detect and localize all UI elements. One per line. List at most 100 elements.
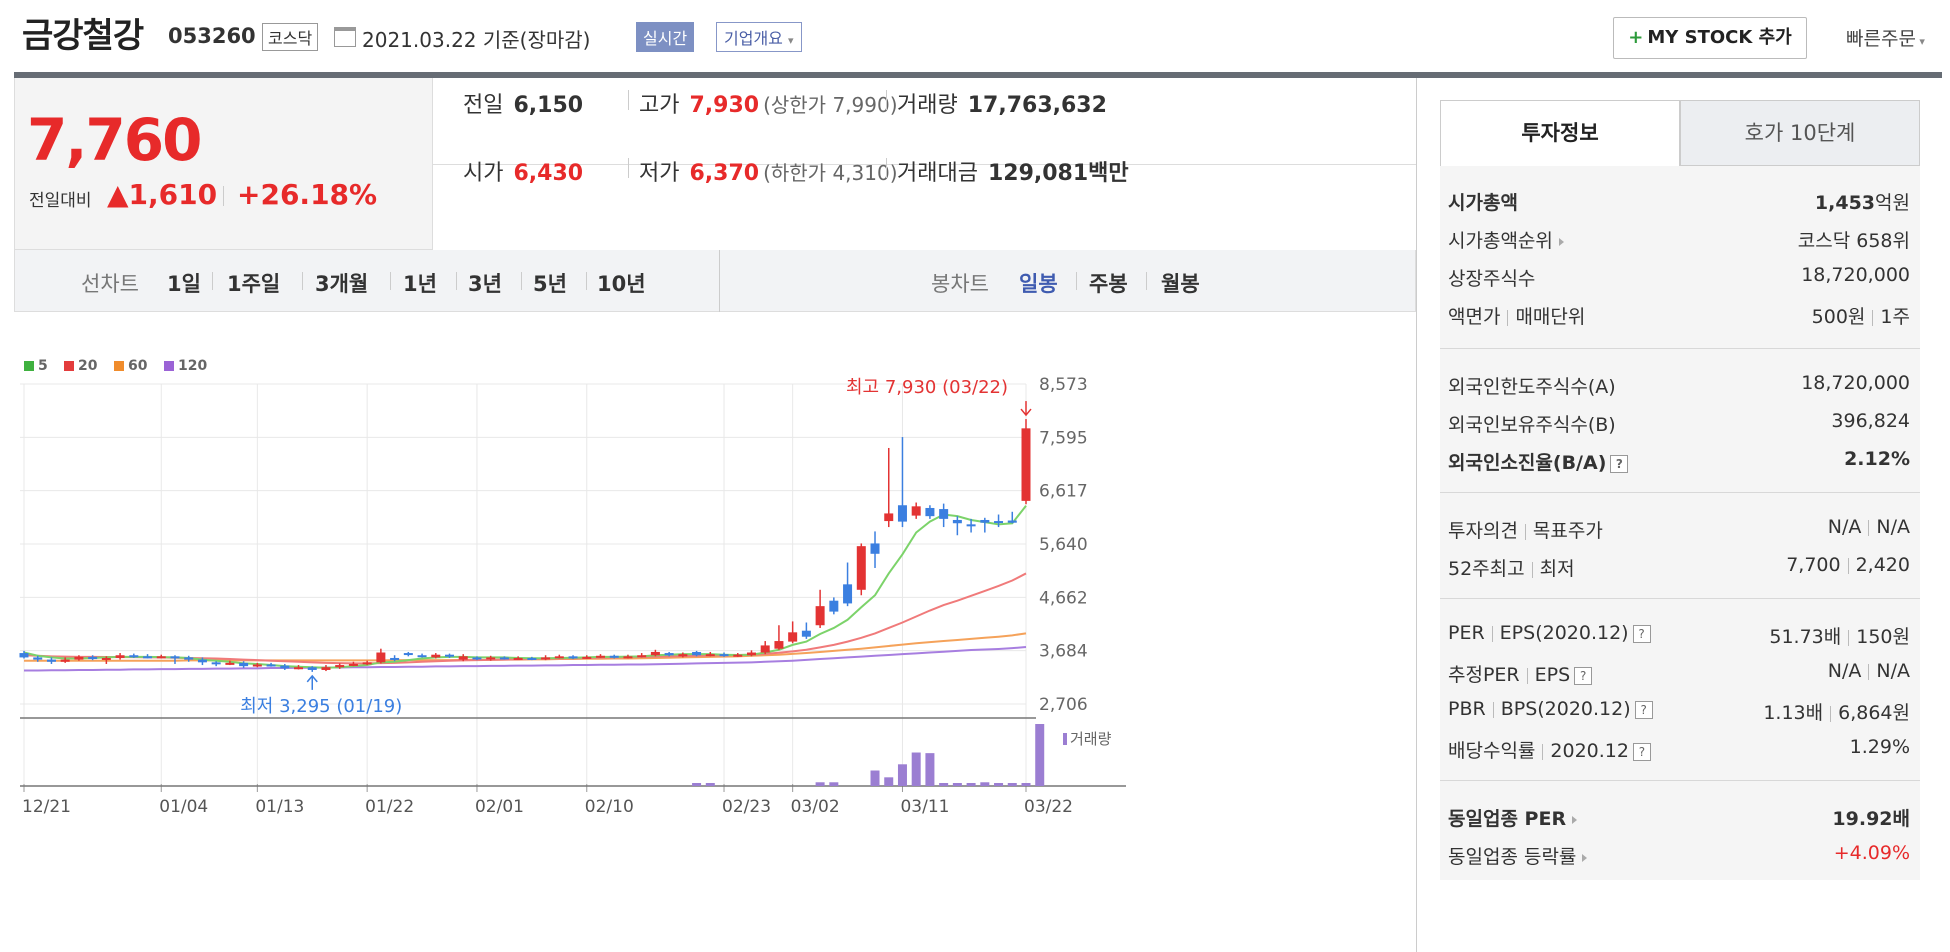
pbr-label: PBR BPS(2020.12)?	[1448, 698, 1653, 720]
market-cap-unit: 억원	[1875, 192, 1910, 214]
candle-body	[211, 662, 221, 665]
volume-bar	[1021, 783, 1031, 786]
candle-weekly[interactable]: 주봉	[1089, 272, 1128, 296]
company-overview-dropdown[interactable]: 기업개요 ▾	[716, 22, 802, 52]
divider	[886, 158, 887, 178]
high-value: 7,930	[689, 93, 760, 118]
foreign-hold-row: 외국인보유주식수(B) 396,824	[1440, 404, 1920, 438]
pbr-label-text: PBR	[1448, 698, 1486, 720]
divider	[212, 272, 213, 290]
chart-svg: 8,573 7,595 6,617 5,640 4,662 3,684 2,706 12/21…	[19, 358, 1126, 817]
volume-bar	[884, 777, 894, 786]
panel-divider	[1416, 78, 1417, 952]
est-per-amount: N/A	[1827, 660, 1862, 682]
sector-per-row: 동일업종 PER 19.92배	[1440, 798, 1920, 832]
shares-label: 상장주식수	[1448, 268, 1536, 290]
tab-invest-info[interactable]: 투자정보	[1440, 100, 1680, 166]
par-value: 500원 1주	[1812, 302, 1910, 329]
quick-order-link[interactable]: 빠른주문 ▾	[1846, 24, 1925, 51]
candle-body	[554, 656, 564, 659]
shares-row: 상장주식수 18,720,000	[1440, 258, 1920, 292]
par-label: 액면가 매매단위	[1448, 302, 1585, 329]
upper-limit: (상한가 7,990)	[763, 93, 898, 117]
market-cap-value: 1,453억원	[1815, 188, 1910, 215]
divider	[1146, 272, 1147, 290]
candle-body	[472, 657, 482, 660]
est-eps-amount: N/A	[1876, 660, 1910, 682]
candle-body	[582, 656, 592, 659]
sector-per-value: 19.92배	[1832, 808, 1910, 830]
period-1y[interactable]: 1년	[403, 272, 437, 296]
stock-chart[interactable]: 8,573 7,595 6,617 5,640 4,662 3,684 2,706 12/21…	[14, 312, 1416, 952]
legend-label: 5	[38, 358, 48, 374]
period-1w[interactable]: 1주일	[227, 272, 281, 296]
period-5y[interactable]: 5년	[533, 272, 567, 296]
candle-body	[801, 630, 811, 637]
base-date: 2021.03.22 기준(장마감)	[362, 28, 591, 52]
est-eps-label: EPS	[1534, 664, 1571, 686]
high-price: 고가 7,930 (상한가 7,990)	[639, 87, 898, 119]
period-3y[interactable]: 3년	[468, 272, 502, 296]
volume-bar	[911, 752, 921, 786]
sector-per-text: 동일업종 PER	[1448, 808, 1567, 830]
low-arrow-head	[306, 674, 318, 683]
help-icon[interactable]: ?	[1632, 624, 1651, 643]
ma120-line	[24, 646, 1027, 672]
candle-body	[939, 509, 949, 519]
x-tick-label: 12/21	[22, 797, 71, 817]
period-10y[interactable]: 10년	[597, 272, 646, 296]
volume-label: 거래량	[1070, 730, 1112, 748]
mystock-add-button[interactable]: + MY STOCK 추가	[1613, 17, 1807, 59]
open-price: 시가 6,430	[463, 155, 583, 187]
divider	[433, 164, 1417, 165]
candle-body	[156, 656, 166, 659]
candle-daily[interactable]: 일봉	[1019, 272, 1058, 296]
period-1d[interactable]: 1일	[167, 272, 201, 296]
divider	[1440, 492, 1920, 493]
legend-swatch	[24, 361, 34, 371]
cap-rank-row: 시가총액순위 코스닥 658위	[1440, 220, 1920, 254]
open-label: 시가	[463, 161, 504, 186]
help-icon[interactable]: ?	[1632, 742, 1651, 761]
candle-body	[60, 659, 70, 662]
divider	[1531, 561, 1533, 578]
divider	[1872, 309, 1874, 326]
amount-value: 129,081	[987, 161, 1089, 186]
help-icon[interactable]: ?	[1574, 666, 1593, 685]
trade-unit-label: 매매단위	[1515, 306, 1586, 328]
info-tabs: 투자정보 호가 10단계	[1440, 100, 1920, 166]
volume-bar	[939, 783, 949, 786]
candle-body	[925, 507, 935, 517]
dividend-label: 배당수익률 2020.12?	[1448, 736, 1651, 763]
target-label: 목표주가	[1532, 520, 1603, 542]
invest-info-panel: 시가총액 1,453억원 시가총액순위 코스닥 658위 상장주식수 18,72…	[1440, 166, 1920, 880]
candle-body	[170, 656, 180, 659]
candle-monthly[interactable]: 월봉	[1161, 272, 1200, 296]
sector-change-label[interactable]: 동일업종 등락률	[1448, 842, 1588, 869]
period-3m[interactable]: 3개월	[315, 272, 369, 296]
volume-bar	[952, 783, 962, 786]
volume-bar	[925, 753, 935, 786]
realtime-button[interactable]: 실시간	[636, 22, 695, 52]
tab-quote-10[interactable]: 호가 10단계	[1680, 100, 1920, 166]
candle-body	[911, 506, 921, 516]
divider	[223, 186, 224, 206]
volume-bar	[1007, 783, 1017, 786]
dividend-value: 1.29%	[1849, 736, 1910, 758]
est-per-label: 추정PER EPS?	[1448, 660, 1593, 687]
divider	[302, 272, 303, 290]
sector-change-row: 동일업종 등락률 +4.09%	[1440, 836, 1920, 870]
help-icon[interactable]: ?	[1634, 700, 1653, 719]
prev-close-label: 전일	[463, 93, 504, 118]
cap-rank-label[interactable]: 시가총액순위	[1448, 226, 1564, 253]
candle-body	[252, 664, 262, 667]
divider	[1440, 780, 1920, 781]
arrow-right-icon	[1572, 815, 1578, 824]
dividend-label-text: 배당수익률	[1448, 740, 1536, 762]
stock-code: 053260	[168, 24, 256, 48]
high-label: 고가	[639, 93, 680, 118]
sector-per-label[interactable]: 동일업종 PER	[1448, 804, 1578, 831]
help-icon[interactable]: ?	[1610, 454, 1629, 473]
prev-close-value: 6,150	[513, 93, 584, 118]
volume-bar	[966, 783, 976, 786]
